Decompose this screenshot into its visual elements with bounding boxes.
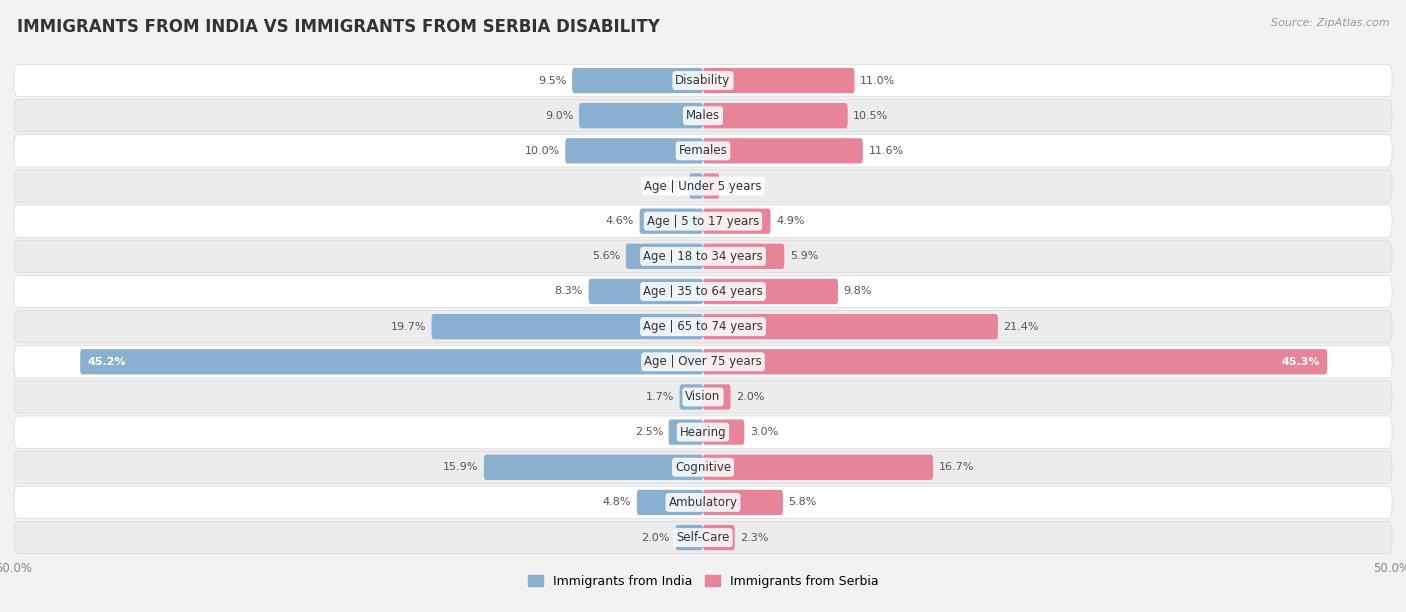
Text: Age | 65 to 74 years: Age | 65 to 74 years [643,320,763,333]
FancyBboxPatch shape [80,349,703,375]
Text: 10.0%: 10.0% [524,146,560,156]
Text: 19.7%: 19.7% [391,322,426,332]
Text: 2.0%: 2.0% [641,532,669,543]
FancyBboxPatch shape [703,279,838,304]
FancyBboxPatch shape [703,314,998,339]
Text: 8.3%: 8.3% [555,286,583,296]
FancyBboxPatch shape [703,490,783,515]
Text: 45.2%: 45.2% [87,357,125,367]
Text: 3.0%: 3.0% [749,427,778,437]
Text: 1.0%: 1.0% [655,181,683,191]
FancyBboxPatch shape [14,135,1392,167]
Text: Source: ZipAtlas.com: Source: ZipAtlas.com [1271,18,1389,28]
FancyBboxPatch shape [14,170,1392,202]
Text: 2.0%: 2.0% [737,392,765,402]
FancyBboxPatch shape [14,487,1392,518]
Text: 4.6%: 4.6% [606,216,634,226]
FancyBboxPatch shape [579,103,703,129]
FancyBboxPatch shape [675,525,703,550]
FancyBboxPatch shape [14,275,1392,308]
FancyBboxPatch shape [703,419,744,445]
FancyBboxPatch shape [14,310,1392,343]
Text: Ambulatory: Ambulatory [668,496,738,509]
FancyBboxPatch shape [640,209,703,234]
FancyBboxPatch shape [14,64,1392,97]
FancyBboxPatch shape [703,103,848,129]
Legend: Immigrants from India, Immigrants from Serbia: Immigrants from India, Immigrants from S… [523,570,883,593]
Text: Age | Under 5 years: Age | Under 5 years [644,179,762,193]
Text: 11.6%: 11.6% [869,146,904,156]
Text: 9.5%: 9.5% [538,75,567,86]
Text: 2.5%: 2.5% [634,427,664,437]
FancyBboxPatch shape [14,205,1392,237]
Text: Vision: Vision [685,390,721,403]
FancyBboxPatch shape [14,451,1392,483]
Text: 5.6%: 5.6% [592,252,620,261]
FancyBboxPatch shape [637,490,703,515]
FancyBboxPatch shape [14,381,1392,413]
Text: 4.9%: 4.9% [776,216,804,226]
Text: 45.3%: 45.3% [1282,357,1320,367]
Text: Cognitive: Cognitive [675,461,731,474]
Text: 1.2%: 1.2% [725,181,754,191]
FancyBboxPatch shape [589,279,703,304]
FancyBboxPatch shape [703,68,855,93]
Text: Age | 18 to 34 years: Age | 18 to 34 years [643,250,763,263]
FancyBboxPatch shape [703,209,770,234]
FancyBboxPatch shape [14,521,1392,554]
FancyBboxPatch shape [703,349,1327,375]
Text: 4.8%: 4.8% [603,498,631,507]
Text: 9.8%: 9.8% [844,286,872,296]
Text: Age | Over 75 years: Age | Over 75 years [644,356,762,368]
FancyBboxPatch shape [703,138,863,163]
FancyBboxPatch shape [14,416,1392,448]
FancyBboxPatch shape [626,244,703,269]
Text: 21.4%: 21.4% [1004,322,1039,332]
FancyBboxPatch shape [703,384,731,409]
FancyBboxPatch shape [703,173,720,199]
FancyBboxPatch shape [669,419,703,445]
Text: 15.9%: 15.9% [443,462,478,472]
FancyBboxPatch shape [572,68,703,93]
Text: Self-Care: Self-Care [676,531,730,544]
Text: Age | 5 to 17 years: Age | 5 to 17 years [647,215,759,228]
Text: 10.5%: 10.5% [853,111,889,121]
FancyBboxPatch shape [689,173,703,199]
FancyBboxPatch shape [432,314,703,339]
Text: Hearing: Hearing [679,425,727,439]
FancyBboxPatch shape [14,240,1392,272]
Text: Disability: Disability [675,74,731,87]
FancyBboxPatch shape [14,346,1392,378]
Text: 5.9%: 5.9% [790,252,818,261]
FancyBboxPatch shape [703,525,735,550]
FancyBboxPatch shape [679,384,703,409]
FancyBboxPatch shape [14,100,1392,132]
Text: IMMIGRANTS FROM INDIA VS IMMIGRANTS FROM SERBIA DISABILITY: IMMIGRANTS FROM INDIA VS IMMIGRANTS FROM… [17,18,659,36]
FancyBboxPatch shape [565,138,703,163]
Text: 5.8%: 5.8% [789,498,817,507]
Text: Age | 35 to 64 years: Age | 35 to 64 years [643,285,763,298]
Text: 9.0%: 9.0% [546,111,574,121]
FancyBboxPatch shape [703,455,934,480]
FancyBboxPatch shape [703,244,785,269]
Text: 11.0%: 11.0% [860,75,896,86]
Text: 1.7%: 1.7% [645,392,673,402]
Text: Females: Females [679,144,727,157]
Text: 2.3%: 2.3% [740,532,769,543]
Text: Males: Males [686,109,720,122]
FancyBboxPatch shape [484,455,703,480]
Text: 16.7%: 16.7% [939,462,974,472]
